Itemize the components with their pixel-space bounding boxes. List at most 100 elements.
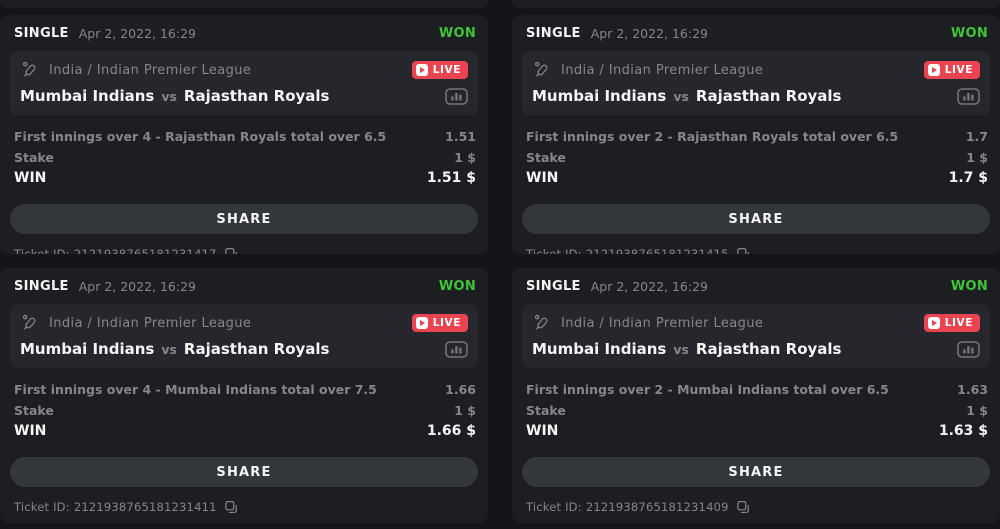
bet-selection-label: First innings over 2 - Rajasthan Royals … (526, 129, 899, 144)
team-home: Mumbai Indians (532, 87, 667, 105)
share-button[interactable]: SHARE (10, 204, 478, 234)
bet-card: SINGLE Apr 2, 2022, 16:29 WON India / In… (0, 15, 488, 254)
ticket-id: Ticket ID: 2121938765181231409 (526, 500, 729, 514)
bet-details: First innings over 4 - Rajasthan Royals … (10, 115, 478, 189)
copy-icon[interactable] (224, 247, 238, 254)
copy-icon[interactable] (224, 500, 238, 514)
ticket-row: Ticket ID: 2121938765181231417 (10, 247, 478, 254)
stake-label: Stake (526, 403, 566, 418)
win-row: WIN 1.7 $ (526, 168, 988, 189)
stake-value: 1 $ (454, 403, 476, 418)
previous-card-edge (512, 0, 1000, 8)
vs-label: vs (161, 341, 177, 357)
team-away: Rajasthan Royals (183, 87, 330, 105)
bet-date: Apr 2, 2022, 16:29 (78, 279, 196, 294)
league-label: India / Indian Premier League (561, 62, 764, 78)
team-away: Rajasthan Royals (695, 87, 842, 105)
team-home: Mumbai Indians (20, 340, 155, 358)
copy-icon[interactable] (736, 500, 750, 514)
match-info[interactable]: India / Indian Premier League LIVE Mumba… (10, 304, 478, 368)
stake-row: Stake 1 $ (14, 400, 476, 421)
status-badge: WON (438, 26, 476, 41)
match-stats-button[interactable] (445, 87, 468, 105)
ticket-id-prefix: Ticket ID: (526, 247, 582, 254)
stake-row: Stake 1 $ (526, 147, 988, 168)
bet-selection-row: First innings over 4 - Rajasthan Royals … (14, 126, 476, 147)
team-away: Rajasthan Royals (695, 340, 842, 358)
win-label: WIN (14, 170, 47, 186)
match-stats-button[interactable] (957, 87, 980, 105)
ticket-id-value: 2121938765181231411 (73, 500, 217, 514)
win-value: 1.51 $ (426, 170, 476, 186)
share-button[interactable]: SHARE (522, 457, 990, 487)
ticket-id-prefix: Ticket ID: (14, 500, 70, 514)
bet-date: Apr 2, 2022, 16:29 (590, 26, 708, 41)
ticket-row: Ticket ID: 2121938765181231411 (10, 500, 478, 514)
live-label: LIVE (432, 317, 461, 329)
bet-card: SINGLE Apr 2, 2022, 16:29 WON India / In… (0, 268, 488, 523)
share-button[interactable]: SHARE (522, 204, 990, 234)
match-stats-button[interactable] (445, 340, 468, 358)
ticket-id-value: 2121938765181231417 (73, 247, 217, 254)
status-badge: WON (950, 26, 988, 41)
bar-chart-icon (445, 87, 468, 105)
league-row: India / Indian Premier League LIVE (20, 313, 468, 333)
bet-odds: 1.63 (957, 382, 988, 397)
status-badge: WON (950, 279, 988, 294)
bet-odds: 1.7 (965, 129, 988, 144)
ticket-id: Ticket ID: 2121938765181231417 (14, 247, 217, 254)
play-icon (415, 64, 428, 76)
cricket-icon (20, 313, 40, 333)
win-label: WIN (526, 423, 559, 439)
bar-chart-icon (957, 340, 980, 358)
card-header: SINGLE Apr 2, 2022, 16:29 WON (522, 26, 990, 41)
ticket-id-prefix: Ticket ID: (526, 500, 582, 514)
ticket-row: Ticket ID: 2121938765181231415 (522, 247, 990, 254)
copy-icon[interactable] (736, 247, 750, 254)
bet-card: SINGLE Apr 2, 2022, 16:29 WON India / In… (512, 15, 1000, 254)
stake-label: Stake (14, 403, 54, 418)
teams-row: Mumbai Indians vs Rajasthan Royals (20, 340, 468, 358)
stake-row: Stake 1 $ (526, 400, 988, 421)
league-label: India / Indian Premier League (561, 315, 764, 331)
cricket-icon (20, 60, 40, 80)
live-badge: LIVE (411, 61, 468, 79)
bet-selection-label: First innings over 2 - Mumbai Indians to… (526, 382, 889, 397)
stake-label: Stake (526, 150, 566, 165)
bet-selection-row: First innings over 2 - Rajasthan Royals … (526, 126, 988, 147)
bet-odds: 1.66 (445, 382, 476, 397)
bet-selection-label: First innings over 4 - Mumbai Indians to… (14, 382, 377, 397)
stake-value: 1 $ (966, 403, 988, 418)
live-badge: LIVE (923, 314, 980, 332)
bet-details: First innings over 4 - Mumbai Indians to… (10, 368, 478, 442)
teams-row: Mumbai Indians vs Rajasthan Royals (532, 340, 980, 358)
teams-row: Mumbai Indians vs Rajasthan Royals (20, 87, 468, 105)
win-row: WIN 1.63 $ (526, 421, 988, 442)
ticket-id-prefix: Ticket ID: (14, 247, 70, 254)
card-header: SINGLE Apr 2, 2022, 16:29 WON (10, 26, 478, 41)
ticket-id: Ticket ID: 2121938765181231415 (526, 247, 729, 254)
live-label: LIVE (432, 64, 461, 76)
match-info[interactable]: India / Indian Premier League LIVE Mumba… (522, 51, 990, 115)
teams-row: Mumbai Indians vs Rajasthan Royals (532, 87, 980, 105)
status-badge: WON (438, 279, 476, 294)
bet-selection-label: First innings over 4 - Rajasthan Royals … (14, 129, 387, 144)
live-label: LIVE (944, 317, 973, 329)
bet-type-label: SINGLE (526, 279, 581, 294)
ticket-id-value: 2121938765181231415 (585, 247, 729, 254)
team-home: Mumbai Indians (20, 87, 155, 105)
match-stats-button[interactable] (957, 340, 980, 358)
stake-row: Stake 1 $ (14, 147, 476, 168)
live-label: LIVE (944, 64, 973, 76)
bet-type-label: SINGLE (526, 26, 581, 41)
match-info[interactable]: India / Indian Premier League LIVE Mumba… (522, 304, 990, 368)
bet-details: First innings over 2 - Mumbai Indians to… (522, 368, 990, 442)
match-info[interactable]: India / Indian Premier League LIVE Mumba… (10, 51, 478, 115)
cricket-icon (532, 60, 552, 80)
share-button[interactable]: SHARE (10, 457, 478, 487)
bets-grid: SINGLE Apr 2, 2022, 16:29 WON India / In… (0, 15, 1000, 523)
card-header: SINGLE Apr 2, 2022, 16:29 WON (522, 279, 990, 294)
stake-value: 1 $ (454, 150, 476, 165)
bet-card: SINGLE Apr 2, 2022, 16:29 WON India / In… (512, 268, 1000, 523)
live-badge: LIVE (923, 61, 980, 79)
